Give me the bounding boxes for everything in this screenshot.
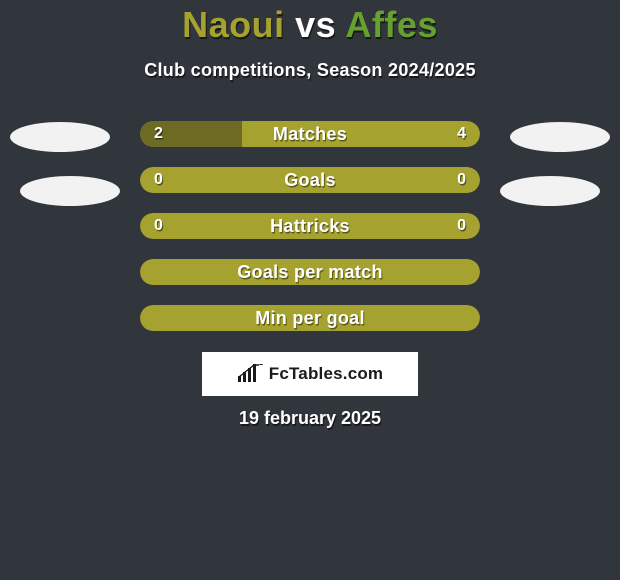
stat-value-right: 0 <box>457 213 466 239</box>
stat-label: Hattricks <box>140 213 480 239</box>
logo-text: FcTables.com <box>269 364 384 384</box>
player2-name: Affes <box>345 4 438 45</box>
date-label: 19 february 2025 <box>0 408 620 429</box>
stat-label: Matches <box>140 121 480 147</box>
stat-row: Matches2 4 <box>0 121 620 147</box>
stat-bar: Goals <box>140 167 480 193</box>
stat-bar: Matches <box>140 121 480 147</box>
stat-value-left: 2 <box>154 121 163 147</box>
stat-value-right: 4 <box>457 121 466 147</box>
stat-row: Hattricks0 0 <box>0 213 620 239</box>
stat-bar: Min per goal <box>140 305 480 331</box>
stat-value-left: 0 <box>154 167 163 193</box>
source-logo: FcTables.com <box>202 352 418 396</box>
player1-name: Naoui <box>182 4 285 45</box>
stat-bar: Goals per match <box>140 259 480 285</box>
subtitle: Club competitions, Season 2024/2025 <box>0 60 620 81</box>
vs-label: vs <box>295 4 336 45</box>
stat-rows: Matches24Goals00Hattricks00Goals per mat… <box>0 121 620 331</box>
title: Naoui vs Affes <box>0 4 620 46</box>
stat-label: Goals per match <box>140 259 480 285</box>
stat-row: Goals0 0 <box>0 167 620 193</box>
logo-inner: FcTables.com <box>237 364 384 384</box>
comparison-card: Naoui vs Affes Club competitions, Season… <box>0 0 620 580</box>
stat-row: Goals per match <box>0 259 620 285</box>
chart-bars-icon <box>237 364 263 384</box>
stat-bar: Hattricks <box>140 213 480 239</box>
stat-value-left: 0 <box>154 213 163 239</box>
stat-row: Min per goal <box>0 305 620 331</box>
stat-value-right: 0 <box>457 167 466 193</box>
stat-label: Goals <box>140 167 480 193</box>
stat-label: Min per goal <box>140 305 480 331</box>
